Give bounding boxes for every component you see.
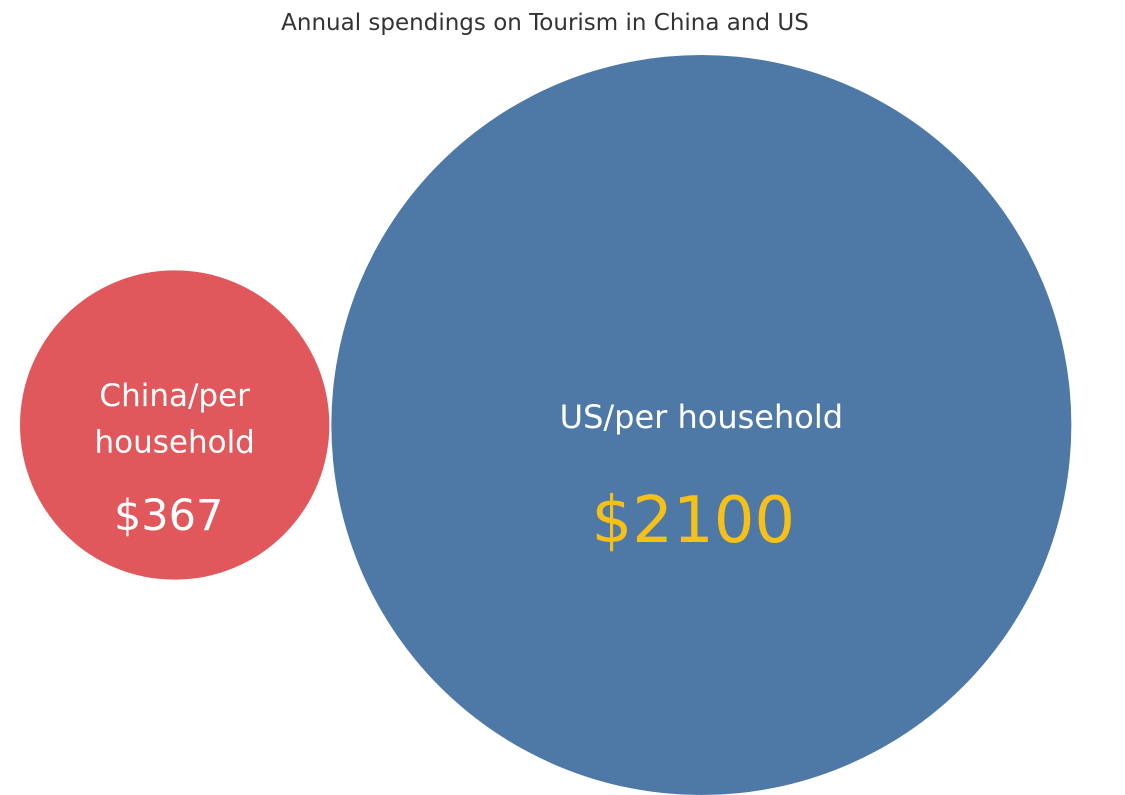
china-value-label: $367 xyxy=(114,491,223,541)
us-label-line: US/per household xyxy=(560,398,843,436)
china-bubble xyxy=(20,270,330,580)
china-label-line: China/per xyxy=(99,378,250,414)
chart-title: Annual spendings on Tourism in China and… xyxy=(281,10,809,36)
us-bubble xyxy=(331,55,1072,795)
china-label-line: household xyxy=(94,425,254,461)
us-value-label: $2100 xyxy=(592,484,796,558)
